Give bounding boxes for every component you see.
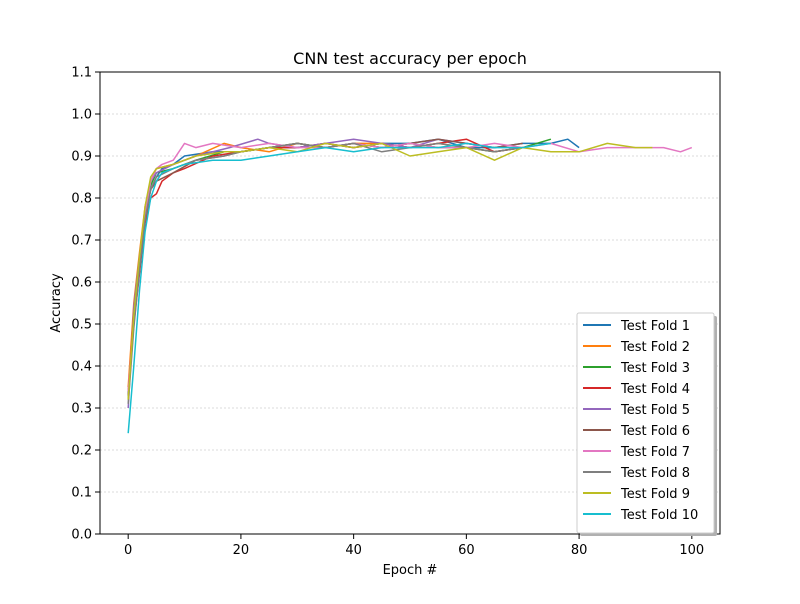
x-tick-label: 40 [345,543,362,558]
legend-label: Test Fold 8 [620,466,690,481]
legend-label: Test Fold 1 [620,319,690,334]
y-tick-label: 0.9 [71,150,92,165]
legend-label: Test Fold 6 [620,424,690,439]
x-tick-label: 0 [124,543,132,558]
x-tick-label: 80 [571,543,588,558]
legend-label: Test Fold 7 [620,445,690,460]
legend-box [576,312,715,534]
y-tick-label: 0.1 [71,486,92,501]
x-tick-label: 60 [458,543,475,558]
x-tick-label: 100 [679,543,704,558]
legend-label: Test Fold 4 [620,382,690,397]
series-line-fold-9 [127,142,653,400]
y-axis-label: Accuracy [49,273,64,333]
legend-label: Test Fold 5 [620,403,690,418]
chart-title: CNN test accuracy per epoch [293,49,527,68]
legend: Test Fold 1 Test Fold 2 Test Fold 3 Test Fo… [576,312,717,536]
y-tick-label: 0.0 [71,528,92,543]
y-tick-label: 0.8 [71,192,92,207]
legend-label: Test Fold 9 [620,487,690,502]
series-line-fold-10 [127,142,552,434]
y-tick-label: 0.4 [71,360,92,375]
series-lines [127,138,693,434]
y-tick-label: 0.7 [71,234,92,249]
y-tick-label: 1.1 [71,66,92,81]
y-axis-ticks: 0.0 0.1 0.2 0.3 0.4 0.5 0.6 0.7 0.8 0.9 1.0 1.1 [71,66,100,543]
x-axis-ticks: 0 20 40 60 80 100 [124,534,704,558]
x-tick-label: 20 [233,543,250,558]
y-tick-label: 0.5 [71,318,92,333]
y-tick-label: 1.0 [71,108,92,123]
y-tick-label: 0.3 [71,402,92,417]
x-axis-label: Epoch # [383,563,438,578]
y-tick-label: 0.6 [71,276,92,291]
y-tick-label: 0.2 [71,444,92,459]
legend-label: Test Fold 3 [620,361,690,376]
legend-label: Test Fold 10 [620,508,698,523]
plot-frame [99,71,721,535]
legend-label: Test Fold 2 [620,340,690,355]
